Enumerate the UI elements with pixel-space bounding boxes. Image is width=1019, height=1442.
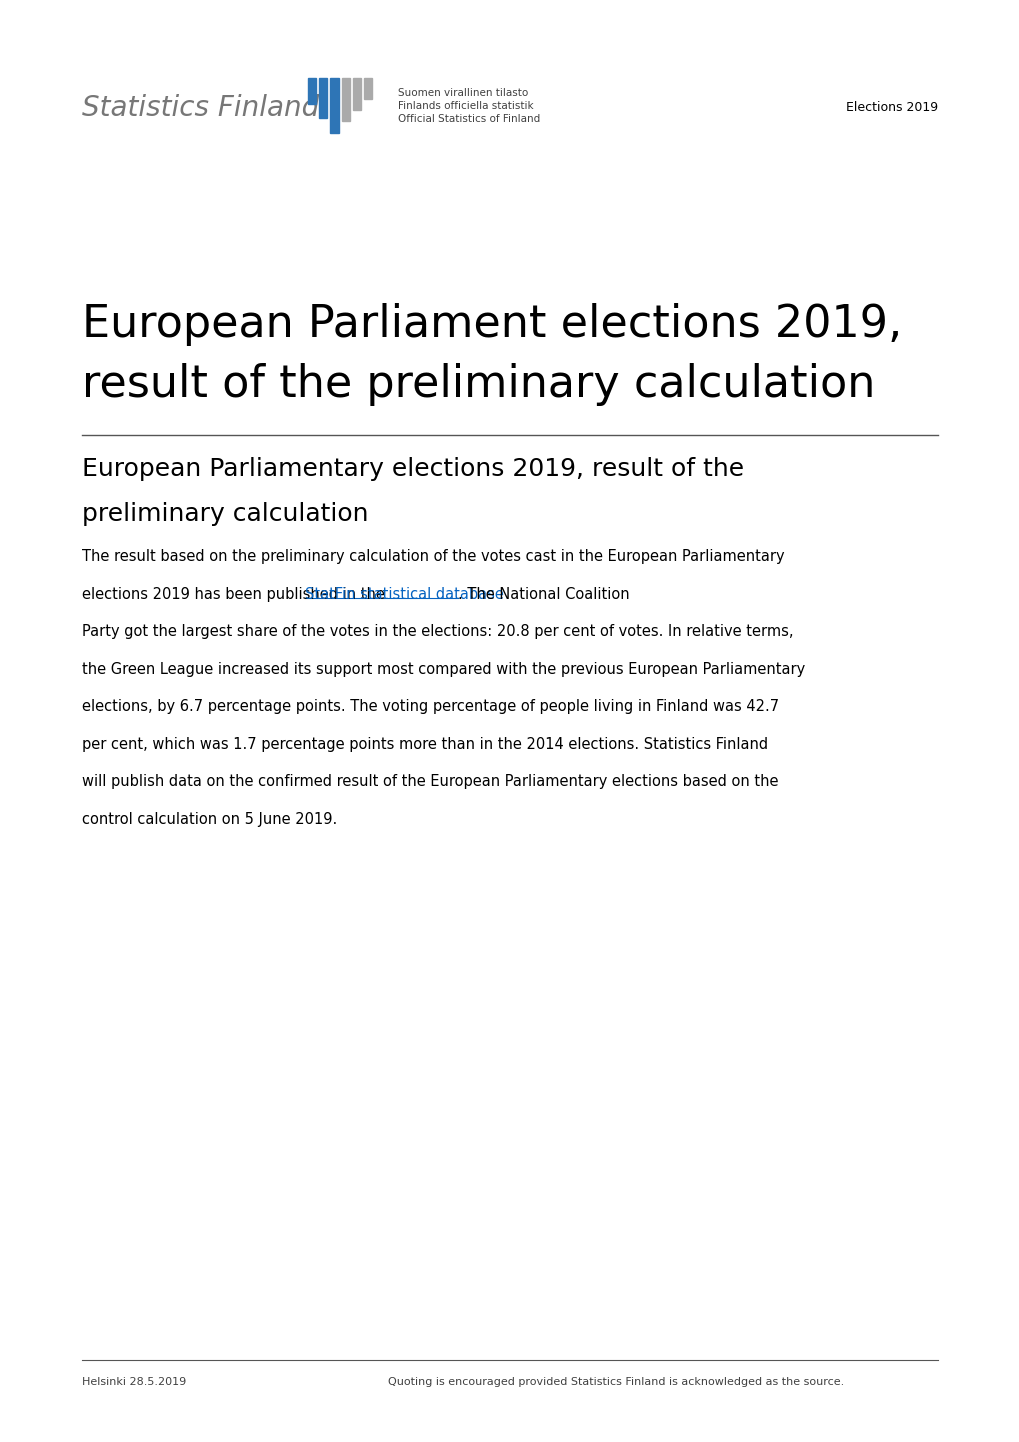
Text: . The National Coalition: . The National Coalition (458, 587, 629, 601)
Text: Party got the largest share of the votes in the elections: 20.8 per cent of vote: Party got the largest share of the votes… (82, 624, 793, 639)
Bar (364, 78, 372, 99)
Text: preliminary calculation: preliminary calculation (82, 502, 368, 526)
Text: StatFin statistical database: StatFin statistical database (305, 587, 503, 601)
Bar (341, 78, 350, 121)
Text: Elections 2019: Elections 2019 (846, 101, 937, 114)
Text: Official Statistics of Finland: Official Statistics of Finland (397, 114, 539, 124)
Text: European Parliamentary elections 2019, result of the: European Parliamentary elections 2019, r… (82, 457, 743, 482)
Text: per cent, which was 1.7 percentage points more than in the 2014 elections. Stati: per cent, which was 1.7 percentage point… (82, 737, 767, 751)
Text: Quoting is encouraged provided Statistics Finland is acknowledged as the source.: Quoting is encouraged provided Statistic… (387, 1377, 843, 1387)
Text: result of the preliminary calculation: result of the preliminary calculation (82, 363, 874, 407)
Bar (308, 78, 316, 104)
Text: Finlands officiella statistik: Finlands officiella statistik (397, 101, 533, 111)
Text: Statistics Finland: Statistics Finland (82, 94, 319, 121)
Text: elections, by 6.7 percentage points. The voting percentage of people living in F: elections, by 6.7 percentage points. The… (82, 699, 777, 714)
Text: The result based on the preliminary calculation of the votes cast in the Europea: The result based on the preliminary calc… (82, 549, 784, 564)
Text: European Parliament elections 2019,: European Parliament elections 2019, (82, 303, 901, 346)
Text: control calculation on 5 June 2019.: control calculation on 5 June 2019. (82, 812, 336, 826)
Text: elections 2019 has been published in the: elections 2019 has been published in the (82, 587, 388, 601)
Bar (319, 78, 327, 118)
Text: will publish data on the confirmed result of the European Parliamentary election: will publish data on the confirmed resul… (82, 774, 777, 789)
Text: the Green League increased its support most compared with the previous European : the Green League increased its support m… (82, 662, 804, 676)
Text: Helsinki 28.5.2019: Helsinki 28.5.2019 (82, 1377, 185, 1387)
Bar (330, 78, 338, 133)
Text: Suomen virallinen tilasto: Suomen virallinen tilasto (397, 88, 528, 98)
Bar (353, 78, 361, 110)
